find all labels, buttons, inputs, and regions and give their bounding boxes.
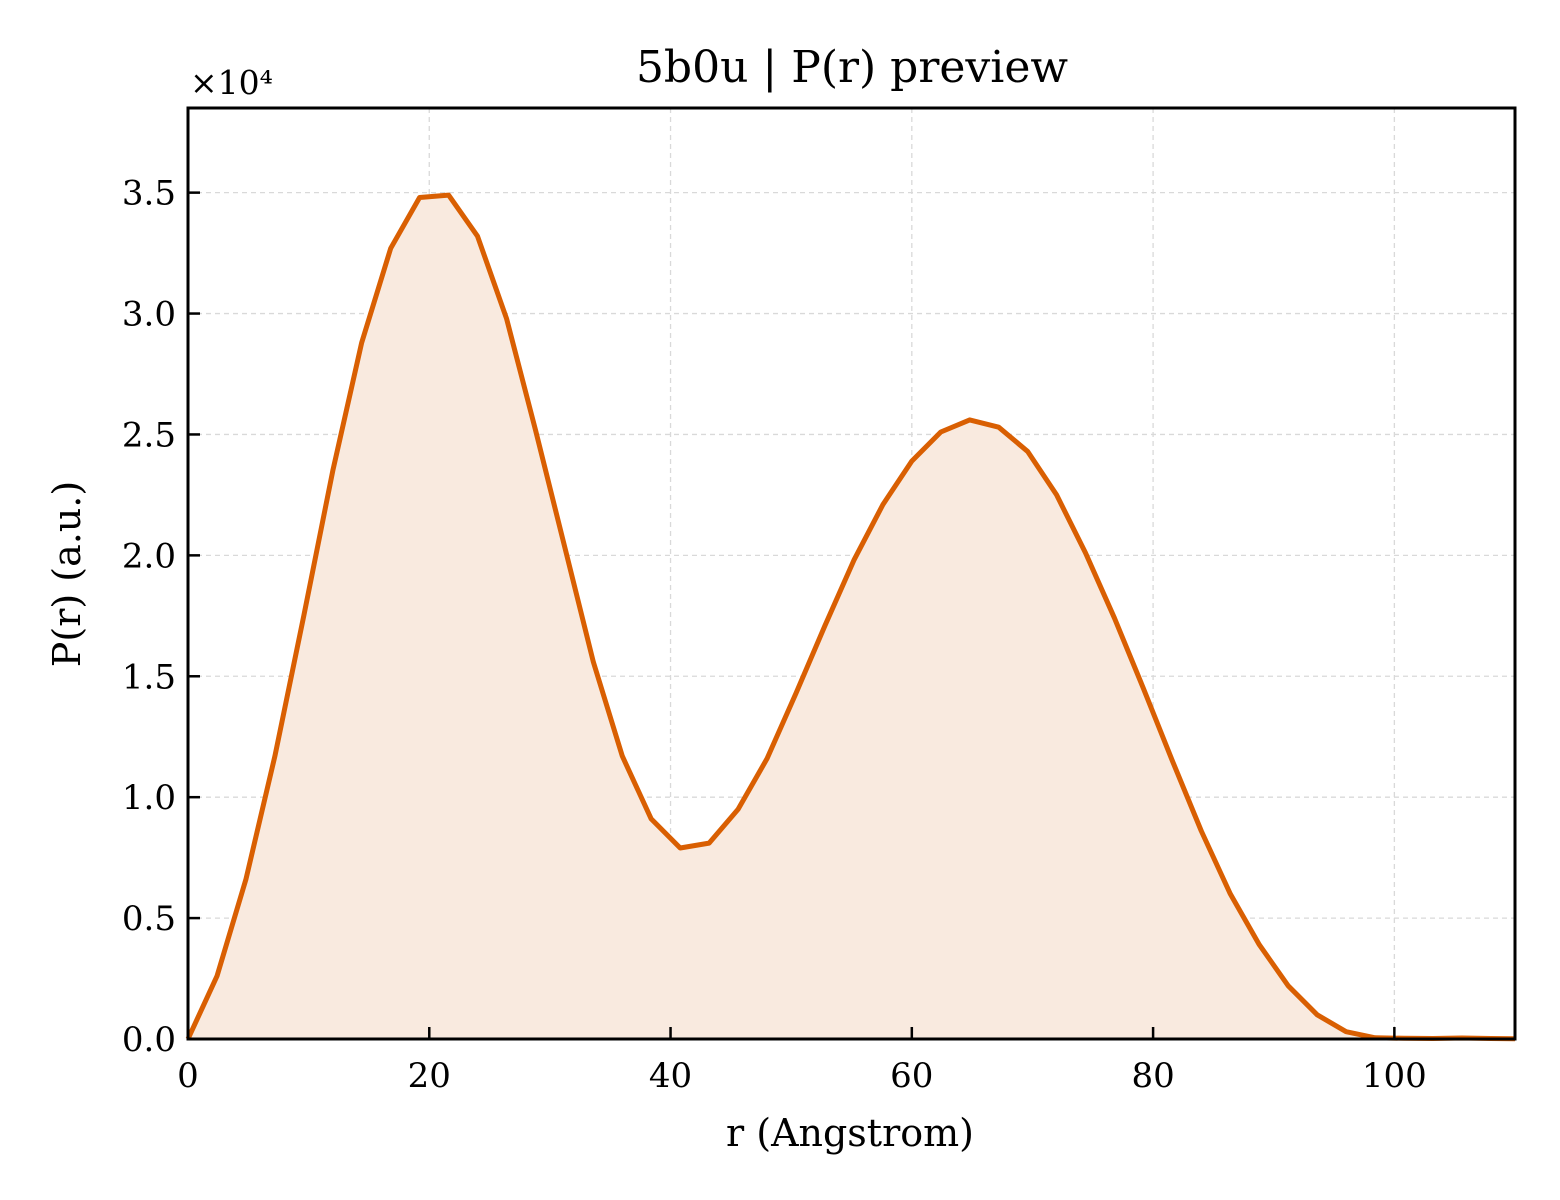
- y-tick-label: 3.5: [122, 174, 176, 214]
- plot-frame: [186, 106, 1517, 1041]
- x-tick-label: 60: [890, 1056, 933, 1096]
- x-tick-label: 0: [177, 1056, 199, 1096]
- p-r-series-line: [185, 192, 1516, 1042]
- axis-ticks: 0 20 40 60 80 100 0.0 0.5 1.0 1.5 2.0 2.5 3.0 3.5: [122, 174, 1427, 1096]
- x-tick-label: 80: [1131, 1056, 1174, 1096]
- y-axis-label: P(r) (a.u.): [45, 481, 89, 667]
- x-axis-label: r (Angstrom): [726, 1111, 974, 1155]
- y-tick-label: 2.5: [122, 415, 176, 455]
- p-r-area-fill: [188, 195, 1515, 1040]
- x-tick-label: 100: [1362, 1056, 1427, 1096]
- y-tick-label: 1.0: [122, 778, 176, 818]
- y-tick-label: 0.0: [122, 1020, 176, 1060]
- x-tick-label: 20: [408, 1056, 451, 1096]
- y-tick-label: 1.5: [122, 657, 176, 697]
- y-tick-label: 2.0: [122, 536, 176, 576]
- x-tick-label: 40: [649, 1056, 692, 1096]
- y-tick-label: 3.0: [122, 295, 176, 335]
- y-tick-label: 0.5: [122, 899, 176, 939]
- chart-title: 5b0u | P(r) preview: [636, 42, 1068, 93]
- y-multiplier-label: ×10⁴: [190, 63, 273, 102]
